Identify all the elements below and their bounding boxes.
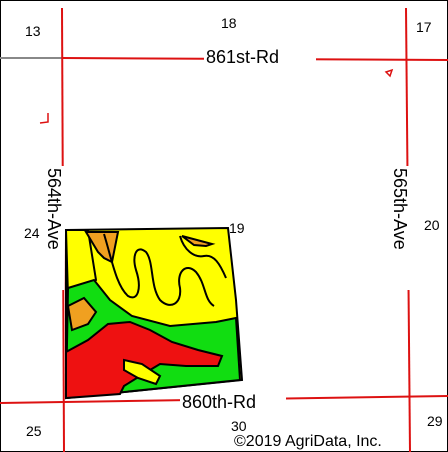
field-boundary (64, 226, 244, 400)
soil-unit-orange (181, 235, 216, 248)
section-number: 17 (416, 19, 432, 35)
section-number: 19 (229, 220, 245, 236)
section-number: 30 (231, 418, 247, 434)
soil-boundary (179, 235, 227, 279)
label-backing (204, 46, 316, 68)
soil-unit-yellow (123, 358, 162, 386)
copyright-notice: ©2019 AgriData, Inc. (234, 433, 382, 450)
road-label-east-group: 565th-Ave (388, 166, 410, 290)
label-backing (180, 391, 286, 413)
road-label-west-group: 564th-Ave (42, 166, 64, 290)
road-label-south: 860th-Rd (182, 392, 256, 412)
section-number: 20 (424, 217, 440, 233)
road-spur (384, 68, 394, 78)
soil-boundary (103, 233, 215, 307)
road-label-west: 564th-Ave (44, 168, 64, 250)
road-label-north: 861st-Rd (206, 47, 279, 67)
soil-unit-orange (66, 296, 98, 332)
section-number: 13 (25, 23, 41, 39)
section-number: 25 (26, 423, 42, 439)
soil-unit-red (65, 320, 224, 400)
section-number: 29 (427, 413, 443, 429)
road-label-east: 565th-Ave (390, 168, 410, 250)
section-number: 24 (24, 225, 40, 241)
section-number: 18 (221, 15, 237, 31)
road-spur (39, 113, 49, 124)
